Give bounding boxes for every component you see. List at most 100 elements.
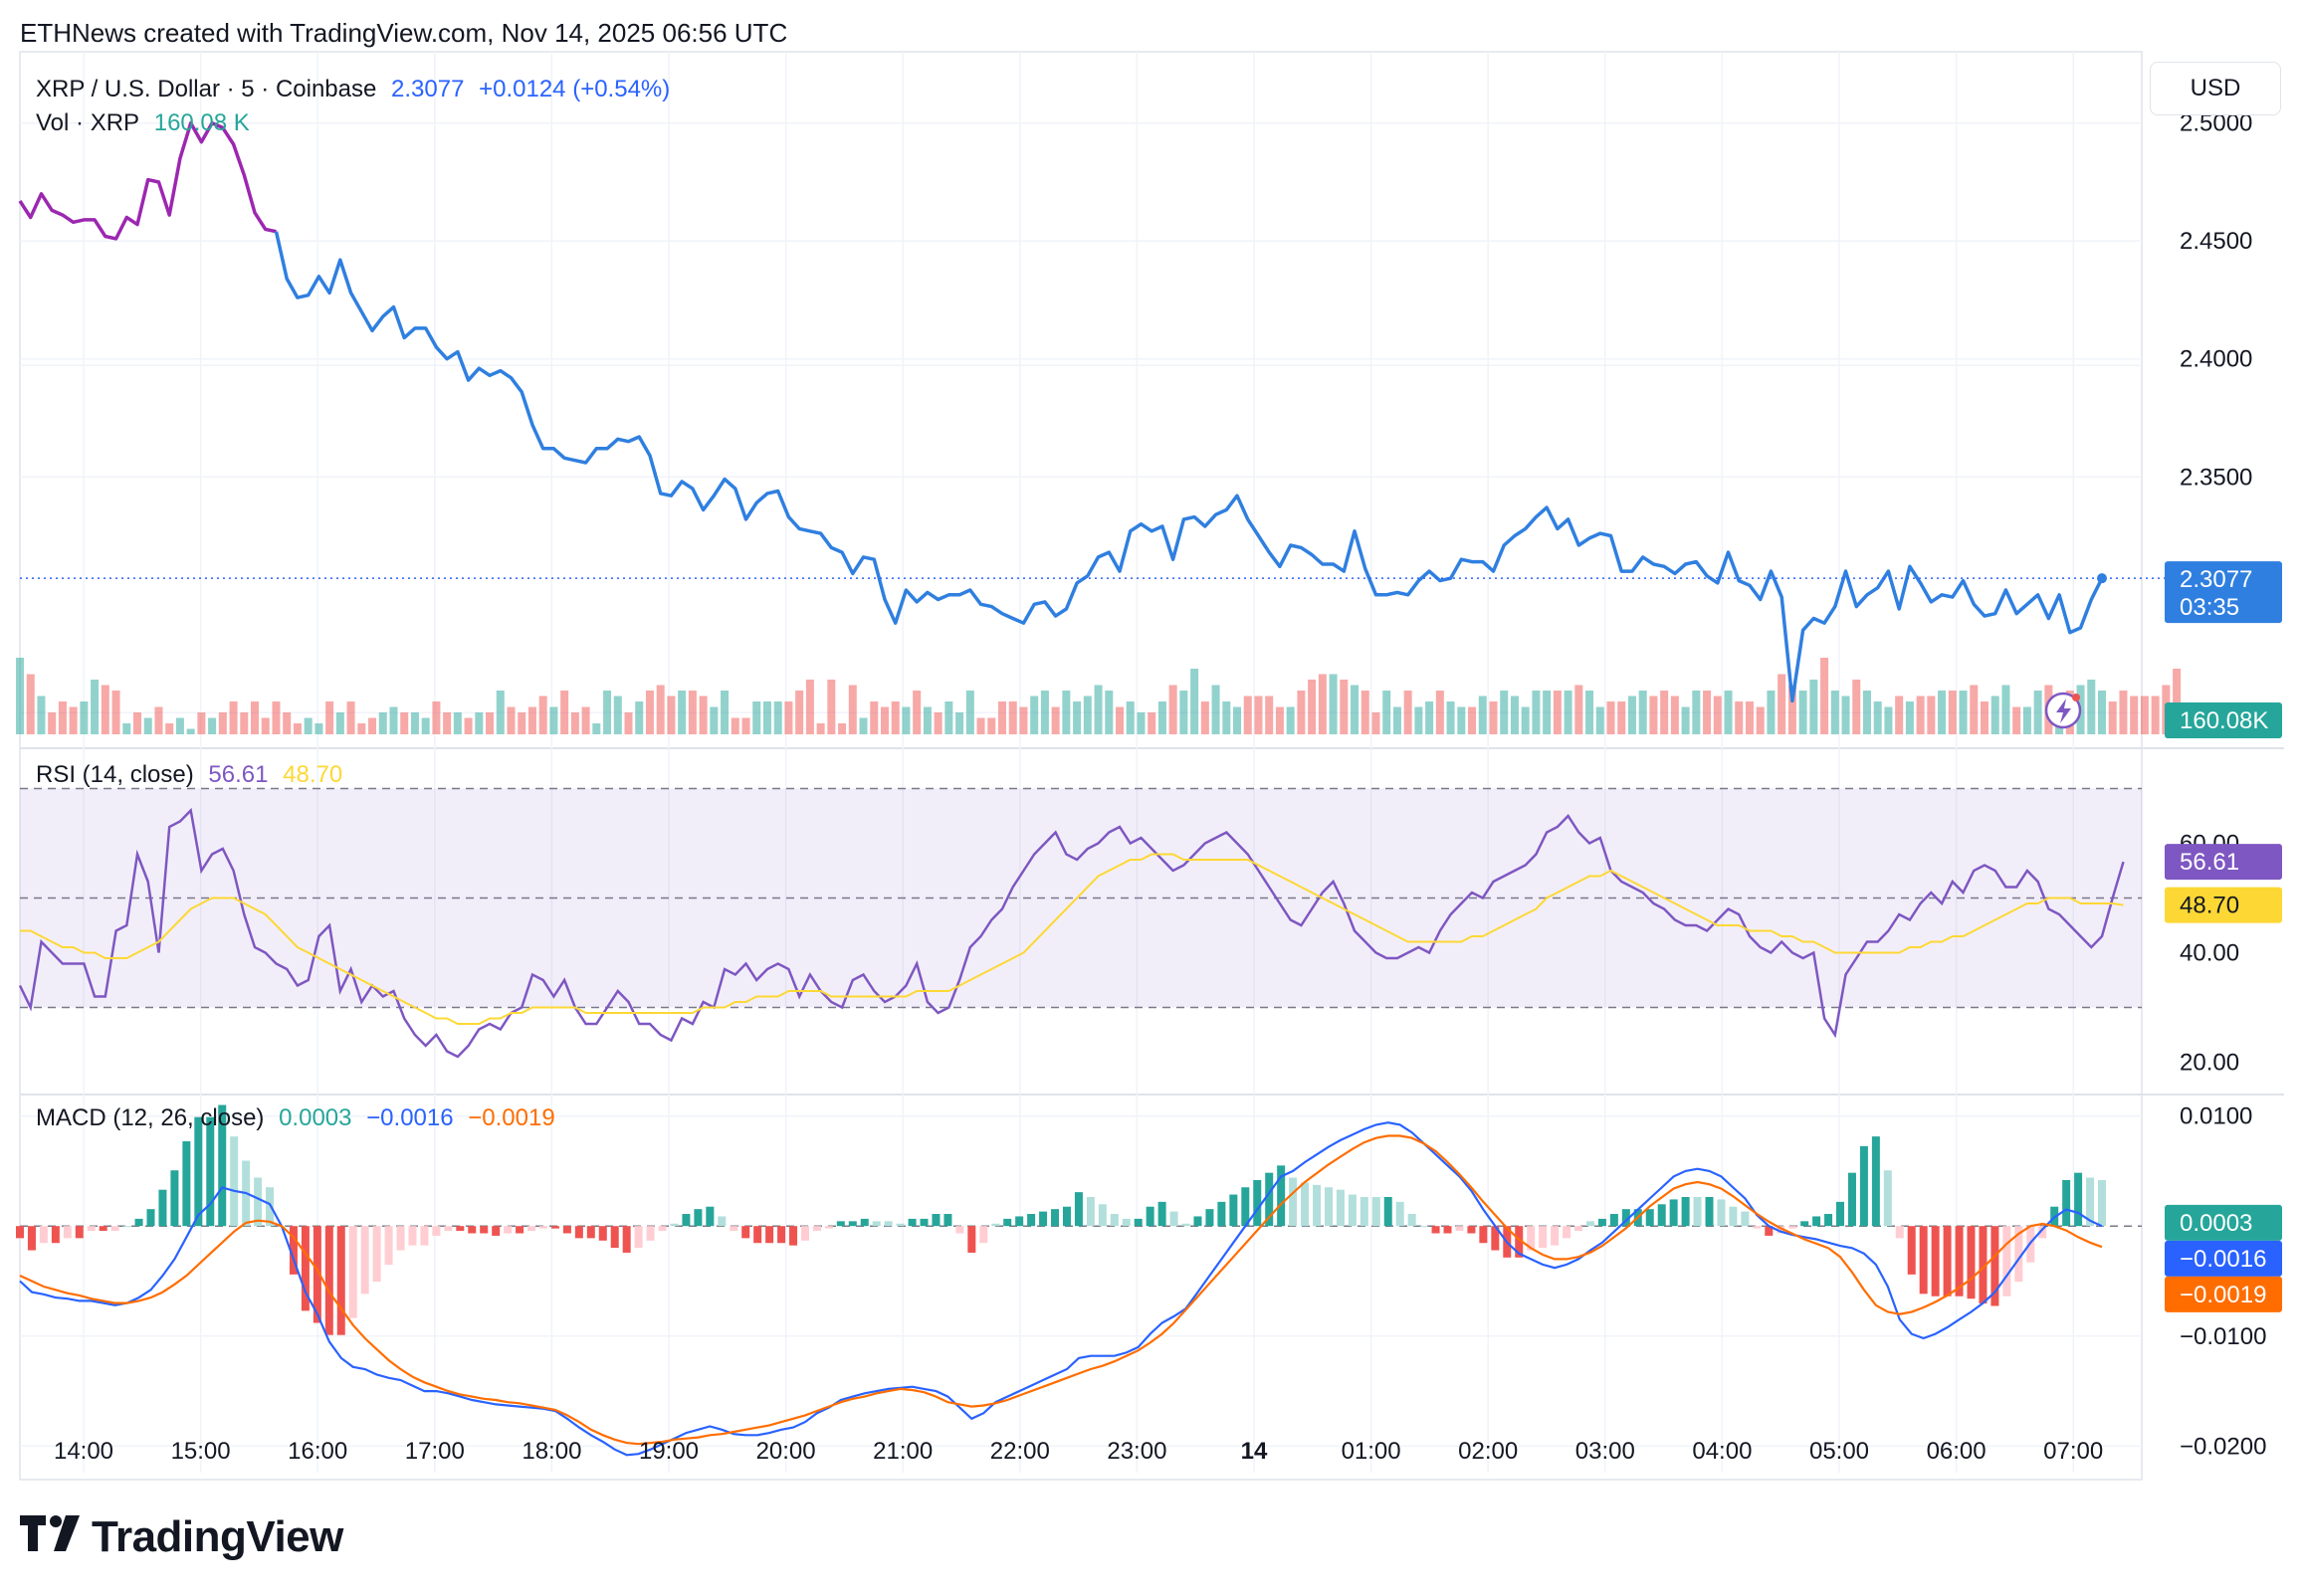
volume-bar <box>624 712 633 734</box>
volume-bar <box>197 712 206 734</box>
macd-histogram-bar <box>848 1221 857 1227</box>
macd-histogram-bar <box>1788 1226 1797 1229</box>
time-axis-label: 23:00 <box>1107 1438 1166 1465</box>
volume-bar <box>1873 701 1882 734</box>
volume-bar <box>1916 696 1925 734</box>
macd-histogram-bar <box>1383 1196 1392 1227</box>
macd-histogram-bar <box>1051 1209 1060 1227</box>
symbol-name[interactable]: XRP / U.S. Dollar · 5 · Coinbase <box>36 76 377 102</box>
macd-histogram-bar <box>170 1170 179 1227</box>
volume-bar <box>1990 696 1999 734</box>
macd-histogram-bar <box>1765 1226 1774 1236</box>
volume-bar <box>1051 706 1060 734</box>
last-price: 2.3077 <box>391 76 465 102</box>
volume-bar <box>1254 696 1263 734</box>
macd-histogram-bar <box>1313 1184 1322 1227</box>
macd-histogram-bar <box>1241 1187 1250 1227</box>
tradingview-logo[interactable]: TradingView <box>20 1512 343 1562</box>
volume-bar <box>752 701 761 734</box>
macd-histogram-bar <box>574 1226 583 1239</box>
volume-bar <box>859 717 868 734</box>
macd-histogram-bar <box>658 1226 667 1232</box>
macd-histogram-bar <box>2086 1177 2095 1227</box>
volume-bar <box>1457 706 1466 734</box>
volume-bar <box>902 706 911 734</box>
macd-histogram-bar <box>1157 1201 1166 1227</box>
macd-histogram-bar <box>765 1226 774 1244</box>
volume-bar <box>37 696 46 734</box>
volume-bar <box>549 706 558 734</box>
macd-axis-label: 0.0100 <box>2180 1103 2252 1130</box>
macd-histogram-bar <box>1348 1194 1357 1227</box>
macd-histogram-bar <box>1015 1216 1024 1227</box>
macd-signal-badge-text: −0.0019 <box>2180 1282 2266 1308</box>
volume-bar <box>154 706 163 734</box>
volume-bar <box>1157 701 1166 734</box>
macd-badge-text: −0.0016 <box>2180 1246 2266 1273</box>
macd-histogram-bar <box>1443 1226 1452 1234</box>
macd-histogram-bar <box>2098 1179 2106 1227</box>
time-axis-label: 01:00 <box>1342 1438 1401 1465</box>
volume-value: 160.08 K <box>153 109 250 136</box>
macd-signal-badge-bg <box>2165 1276 2282 1312</box>
volume-bar <box>560 691 569 734</box>
volume-label[interactable]: Vol · XRP <box>36 109 140 136</box>
volume-bar <box>389 706 398 734</box>
volume-bar <box>741 717 750 734</box>
macd-histogram-bar <box>812 1226 821 1232</box>
macd-signal-value: −0.0019 <box>468 1104 555 1131</box>
volume-bar <box>229 701 238 734</box>
volume-bar <box>1329 674 1338 734</box>
macd-histogram-bar <box>1419 1226 1428 1228</box>
macd-histogram-bar <box>1693 1196 1702 1227</box>
macd-histogram-bar <box>1027 1214 1036 1227</box>
macd-histogram-bar <box>1824 1214 1833 1227</box>
rsi-label[interactable]: RSI (14, close) <box>36 761 194 788</box>
time-axis-label: 20:00 <box>756 1438 816 1465</box>
volume-bar <box>913 691 922 734</box>
volume-bar <box>1841 696 1850 734</box>
time-axis-label: 03:00 <box>1575 1438 1635 1465</box>
macd-histogram-bar <box>2074 1172 2083 1227</box>
volume-bar <box>251 701 260 734</box>
macd-histogram-bar <box>884 1221 893 1227</box>
currency-button[interactable]: USD <box>2150 62 2281 115</box>
volume-bar <box>570 712 579 734</box>
volume-bar <box>538 696 547 734</box>
volume-bar <box>1361 691 1369 734</box>
volume-bar <box>122 723 131 734</box>
macd-histogram-bar <box>313 1226 321 1323</box>
macd-histogram-bar <box>622 1226 631 1253</box>
time-axis-label: 15:00 <box>171 1438 231 1465</box>
macd-histogram-bar <box>920 1218 929 1227</box>
macd-histogram-bar <box>444 1226 453 1232</box>
macd-histogram-bar <box>836 1221 845 1227</box>
volume-bar <box>976 717 985 734</box>
macd-signal-line <box>19 1134 2103 1446</box>
volume-bar <box>1233 706 1242 734</box>
macd-histogram-bar <box>1527 1226 1536 1251</box>
time-axis-label: 21:00 <box>873 1438 933 1465</box>
rsi-value: 56.61 <box>208 761 269 788</box>
volume-bar <box>283 712 292 734</box>
macd-histogram-bar <box>753 1226 762 1244</box>
volume-bar <box>346 701 355 734</box>
macd-histogram-bar <box>1265 1172 1274 1227</box>
volume-bar <box>314 723 323 734</box>
volume-bar <box>1179 691 1188 734</box>
volume-bar <box>1211 685 1220 734</box>
volume-bar <box>143 717 152 734</box>
volume-bar <box>69 706 78 734</box>
volume-bar <box>1543 691 1552 734</box>
macd-histogram-bar <box>1074 1192 1083 1227</box>
time-axis-label: 17:00 <box>405 1438 465 1465</box>
volume-bar <box>443 712 452 734</box>
macd-hist-badge: 0.0003 <box>2165 1204 2282 1241</box>
macd-histogram-bar <box>301 1226 310 1311</box>
macd-label[interactable]: MACD (12, 26, close) <box>36 1104 265 1131</box>
volume-bar <box>1243 696 1252 734</box>
volume-bar <box>848 685 857 734</box>
time-axis-label: 22:00 <box>990 1438 1050 1465</box>
